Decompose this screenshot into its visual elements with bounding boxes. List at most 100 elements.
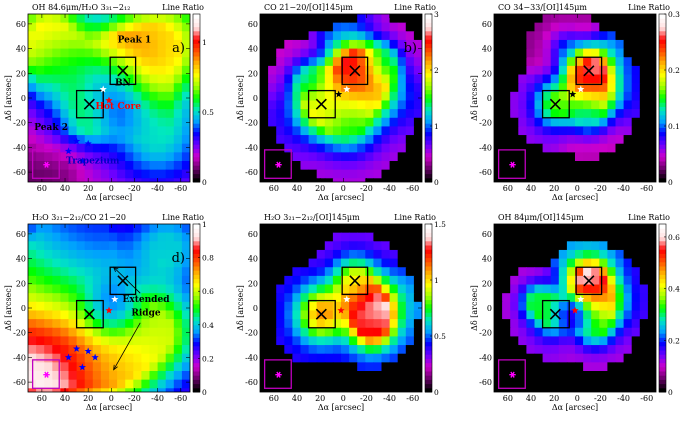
heatmap-cell [109,39,118,50]
heatmap-cell [165,336,175,346]
heatmap-cell [599,388,608,392]
heatmap-cell [260,143,269,153]
heatmap-cell [260,83,269,93]
heatmap-cell [510,100,519,110]
heatmap-cell [607,57,617,67]
heatmap-cell [381,39,391,50]
heatmap-cell [639,161,649,171]
heatmap-cell [494,31,503,41]
heatmap-cell [397,319,407,329]
colorbar-segment [425,77,432,82]
heatmap-cell [550,293,560,303]
heatmap-cell [599,169,608,179]
heatmap-cell [276,301,285,312]
colorbar-segment [425,249,432,254]
heatmap-cell [631,14,641,24]
heatmap-cell [284,31,293,41]
heatmap-cell [133,14,142,24]
heatmap-cell [639,91,649,102]
heatmap-cell [607,135,617,145]
heatmap-cell [607,224,617,234]
heatmap-cell [566,109,576,119]
heatmap-cell [117,336,126,346]
heatmap-cell [389,48,399,58]
colorbar-segment [425,266,432,271]
heatmap-cell [349,336,358,346]
heatmap-cell [284,267,293,277]
heatmap-cell [76,143,86,153]
heatmap-cell [534,161,544,171]
colorbar-tick-label: 1.5 [434,220,446,229]
heatmap-cell [583,301,592,312]
heatmap-cell [405,371,415,381]
heatmap-cell [542,319,552,329]
heatmap-cell [558,249,568,260]
heatmap-cell [542,232,552,242]
colorbar-segment [425,68,432,74]
heatmap-cell [332,319,342,329]
heatmap-cell [349,178,358,182]
y-tick-label: 0 [487,304,492,313]
heatmap-cell [84,161,94,171]
heatmap-cell [607,267,617,277]
heatmap-cell [405,310,415,320]
colorbar-segment [425,119,432,124]
heatmap-cell [125,275,134,286]
panel-title-right: Line Ratio [162,3,204,12]
heatmap-cell [389,301,399,312]
heatmap-cell [534,57,544,67]
heatmap-cell [518,48,527,58]
heatmap-cell [316,178,326,182]
heatmap-cell [308,100,318,110]
heatmap-cell [381,249,391,260]
heatmap-cell [639,48,649,58]
heatmap-cell [60,74,70,84]
heatmap-cell [276,100,285,110]
heatmap-cell [324,258,334,268]
heatmap-cell [534,117,544,128]
heatmap-cell [284,371,293,381]
heatmap-cell [518,353,527,363]
heatmap-cell [494,284,503,294]
heatmap-cell [518,117,527,128]
heatmap-cell [510,143,519,153]
heatmap-cell [365,135,374,145]
heatmap-cell [44,362,53,372]
heatmap-cell [76,224,86,234]
heatmap-cell [100,48,110,58]
heatmap-cell [324,379,334,389]
heatmap-cell [373,143,383,153]
heatmap-cell [357,293,366,303]
heatmap-cell [502,14,511,24]
heatmap-cell [117,178,126,182]
heatmap-cell [405,65,415,76]
heatmap-cell [357,336,366,346]
colorbar-tick-label: 0 [202,388,207,397]
heatmap-cell [510,109,519,119]
heatmap-cell [413,293,422,303]
heatmap-cell [109,48,118,58]
y-tick-label: 60 [248,230,258,239]
heatmap-cell [534,301,544,312]
heatmap-cell [324,310,334,320]
heatmap-cell [181,241,190,251]
heatmap-cell [149,267,159,277]
heatmap-cell [125,14,134,24]
heatmap-cell [260,91,269,102]
x-tick-label: 0 [341,184,346,193]
heatmap-cell [389,310,399,320]
heatmap-cell [357,362,366,372]
heatmap-cell [591,388,600,392]
colorbar-segment [659,60,666,65]
heatmap-cell [68,91,78,102]
heatmap-cell [181,345,190,355]
heatmap-cell [181,169,190,179]
heatmap-cell [316,39,326,50]
heatmap-cell [518,319,527,329]
heatmap-cell [566,143,576,153]
heatmap-cell [357,83,366,93]
colorbar-segment [659,324,666,330]
heatmap-cell [607,91,617,102]
colorbar-segment [193,131,200,137]
colorbar-segment [425,30,432,36]
